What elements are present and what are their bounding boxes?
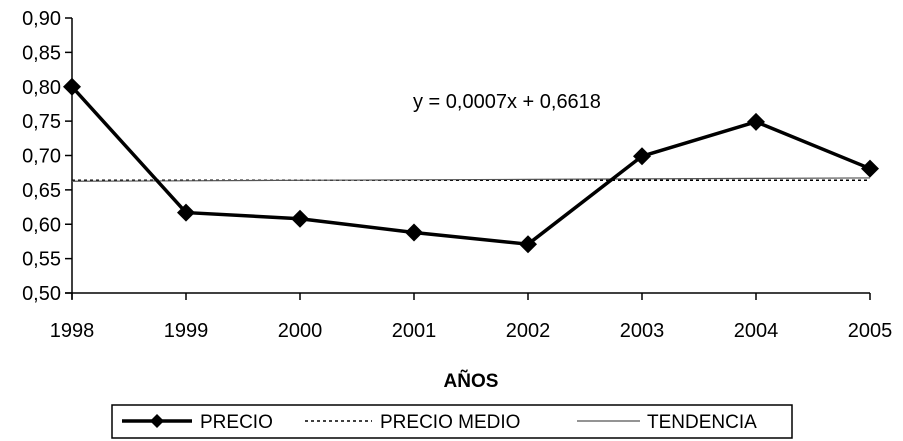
legend-label-tendencia: TENDENCIA bbox=[647, 412, 757, 433]
legend-label-precio-medio: PRECIO MEDIO bbox=[380, 412, 520, 433]
y-tick-label: 0,50 bbox=[22, 283, 61, 305]
x-tick-label: 2000 bbox=[278, 320, 323, 342]
data-point-precio bbox=[519, 235, 537, 254]
x-axis-title: AÑOS bbox=[444, 370, 499, 392]
legend: PRECIO PRECIO MEDIO TENDENCIA bbox=[111, 404, 793, 439]
data-point-precio bbox=[177, 203, 195, 222]
x-tick-label: 2005 bbox=[848, 320, 893, 342]
legend-label-precio: PRECIO bbox=[200, 412, 273, 433]
x-tick-label: 1998 bbox=[50, 320, 95, 342]
data-point-precio bbox=[63, 77, 81, 96]
x-tick-label: 2001 bbox=[392, 320, 437, 342]
data-point-precio bbox=[291, 209, 309, 228]
legend-box bbox=[111, 404, 793, 439]
data-point-precio bbox=[405, 223, 423, 242]
y-tick-label: 0,65 bbox=[22, 180, 61, 202]
data-point-precio bbox=[861, 159, 879, 178]
series-line-tendencia bbox=[71, 177, 871, 182]
legend-marker-precio bbox=[150, 414, 164, 428]
x-tick-label: 1999 bbox=[164, 320, 209, 342]
y-tick-label: 0,85 bbox=[22, 42, 61, 64]
series-layer bbox=[63, 77, 879, 254]
trendline-equation: y = 0,0007x + 0,6618 bbox=[413, 91, 601, 113]
y-tick-label: 0,55 bbox=[22, 249, 61, 271]
y-tick-label: 0,60 bbox=[22, 214, 61, 236]
x-tick-label: 2002 bbox=[506, 320, 551, 342]
x-tick-label: 2004 bbox=[734, 320, 779, 342]
series-line-precio bbox=[70, 85, 871, 246]
data-point-precio bbox=[633, 147, 651, 166]
data-point-precio bbox=[747, 112, 765, 131]
x-tick-label: 2003 bbox=[620, 320, 665, 342]
y-tick-label: 0,75 bbox=[22, 111, 61, 133]
y-tick-label: 0,70 bbox=[22, 146, 61, 168]
y-tick-label: 0,90 bbox=[22, 8, 61, 30]
x-axis: 1998 1999 2000 2001 2002 2003 2004 2005 bbox=[50, 292, 893, 342]
y-tick-label: 0,80 bbox=[22, 77, 61, 99]
y-axis: 0,50 0,55 0,60 0,65 0,70 0,75 0,80 0,85 0,90 bbox=[22, 8, 73, 305]
